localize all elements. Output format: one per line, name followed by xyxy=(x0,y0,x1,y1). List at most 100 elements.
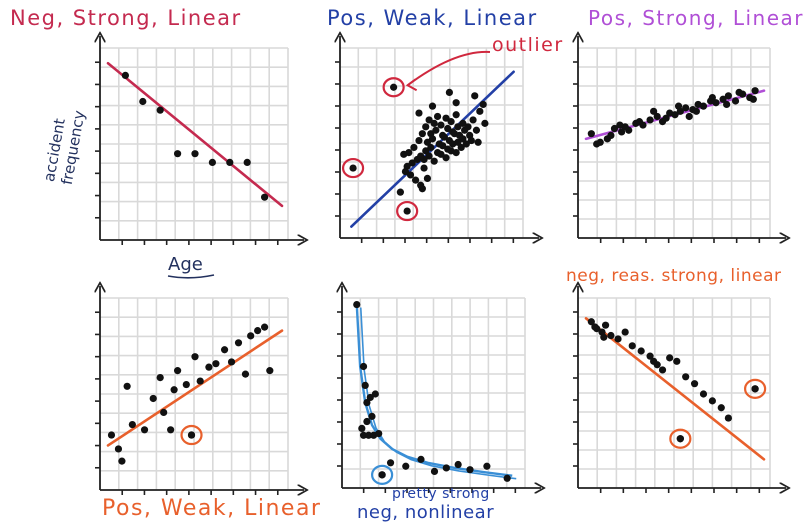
data-point xyxy=(724,92,733,100)
outlier-circle xyxy=(371,464,394,485)
data-point xyxy=(114,445,123,453)
data-point xyxy=(699,390,708,398)
data-point xyxy=(266,367,274,375)
data-point xyxy=(616,121,624,129)
outlier-point xyxy=(390,83,398,91)
data-point xyxy=(610,124,619,133)
data-point xyxy=(662,114,670,122)
data-point xyxy=(359,362,368,371)
data-point xyxy=(149,394,157,403)
data-point xyxy=(483,462,491,470)
data-point xyxy=(464,123,472,131)
data-point xyxy=(503,474,511,482)
data-point xyxy=(422,147,430,155)
data-point xyxy=(457,143,465,152)
data-point xyxy=(396,188,404,196)
data-point xyxy=(191,150,199,158)
outlier-arrow-head xyxy=(405,78,418,92)
data-point xyxy=(614,335,622,343)
data-point xyxy=(646,116,654,124)
data-point xyxy=(444,124,452,133)
data-point xyxy=(712,99,720,107)
panel-1 xyxy=(95,36,304,245)
data-point xyxy=(472,126,481,134)
outlier-point xyxy=(187,431,196,439)
data-point xyxy=(118,457,126,465)
data-point xyxy=(402,462,410,470)
data-point xyxy=(400,150,408,158)
data-point xyxy=(731,97,740,105)
data-point xyxy=(442,114,450,122)
data-point xyxy=(420,164,428,172)
data-point xyxy=(423,138,432,146)
data-point xyxy=(433,112,442,121)
outlier-circle xyxy=(341,157,365,179)
outlier-point xyxy=(751,385,759,393)
panel-6-title: neg, reas. strong, linear xyxy=(566,266,782,286)
data-point xyxy=(410,143,418,152)
outlier-point xyxy=(403,207,411,215)
data-point xyxy=(123,382,131,390)
data-point xyxy=(452,111,460,119)
outlier-circle xyxy=(669,428,692,449)
data-point xyxy=(621,328,629,336)
data-point xyxy=(261,193,269,201)
x-label-underline xyxy=(167,274,215,279)
data-point xyxy=(415,109,423,117)
trend-line xyxy=(106,61,284,208)
data-point xyxy=(690,380,699,388)
trend-line xyxy=(584,317,766,461)
data-point xyxy=(121,71,129,79)
data-point xyxy=(423,174,432,182)
data-point xyxy=(437,150,445,158)
data-point xyxy=(618,128,626,136)
data-point xyxy=(723,100,731,109)
data-point xyxy=(417,455,425,463)
data-point xyxy=(139,97,147,106)
outlier-annotation: outlier xyxy=(492,34,564,56)
data-point xyxy=(674,102,683,110)
panel-3 xyxy=(573,36,786,243)
data-point xyxy=(160,408,168,416)
data-point xyxy=(406,171,415,179)
data-point xyxy=(412,176,420,184)
data-point xyxy=(607,331,615,340)
data-point xyxy=(607,131,615,139)
data-point xyxy=(666,354,674,362)
data-point xyxy=(452,99,460,107)
trend-line xyxy=(106,329,284,447)
outlier-point xyxy=(378,471,386,479)
data-point xyxy=(212,360,220,368)
data-point xyxy=(174,150,182,158)
data-point xyxy=(430,157,438,165)
data-point xyxy=(459,119,467,127)
data-point xyxy=(428,135,437,143)
data-point xyxy=(401,167,410,176)
panel-4-title: Pos, Weak, Linear xyxy=(102,496,322,521)
data-point xyxy=(628,342,636,350)
data-point xyxy=(751,87,759,95)
data-point xyxy=(673,357,681,365)
data-point xyxy=(422,123,430,131)
data-point xyxy=(418,130,426,138)
data-point xyxy=(174,367,182,375)
data-point xyxy=(247,332,255,340)
data-point xyxy=(587,318,595,326)
panel-2-title: Pos, Weak, Linear xyxy=(327,6,538,30)
data-point xyxy=(182,380,190,389)
data-point xyxy=(375,429,383,438)
data-point xyxy=(471,92,479,100)
data-point xyxy=(479,100,487,109)
data-point xyxy=(650,107,658,115)
panel-5 xyxy=(337,286,541,493)
data-point xyxy=(587,130,595,138)
data-point xyxy=(445,88,453,96)
data-point xyxy=(591,323,599,331)
data-point xyxy=(170,386,178,394)
data-point xyxy=(454,138,462,146)
data-point xyxy=(658,366,667,374)
data-point xyxy=(408,159,416,167)
data-point xyxy=(447,118,455,126)
data-point xyxy=(692,107,700,115)
data-point xyxy=(699,102,708,110)
